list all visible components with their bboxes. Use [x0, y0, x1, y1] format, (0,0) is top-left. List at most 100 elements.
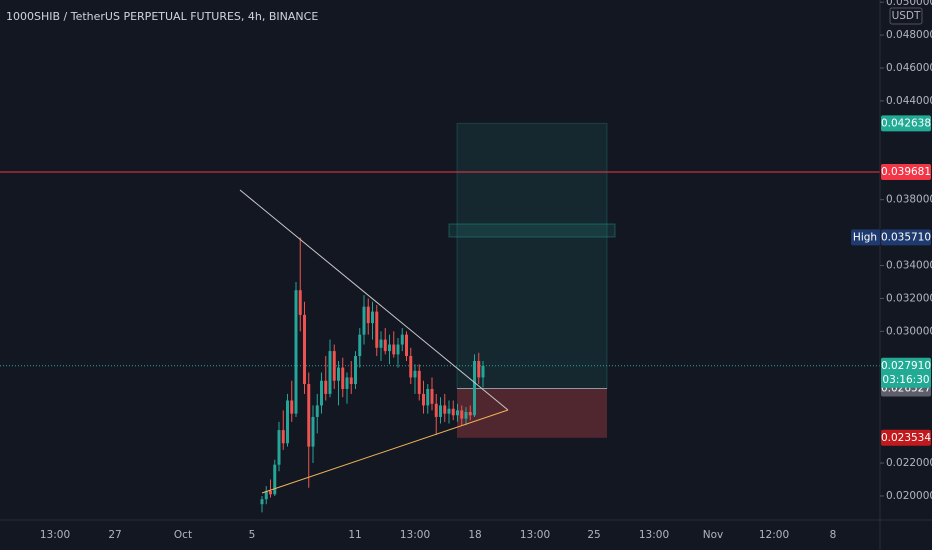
y-tick-label: 0.048000	[886, 29, 932, 41]
x-tick-label: 12:00	[759, 529, 789, 541]
trendline-lower	[261, 409, 509, 494]
candle-body	[426, 388, 430, 406]
candle-body	[264, 491, 268, 500]
candle-body	[396, 344, 400, 355]
candle-body	[320, 380, 323, 406]
candle-body	[456, 410, 459, 416]
candle-body	[464, 412, 468, 419]
candle-body	[481, 365, 485, 378]
trendline-upper	[239, 189, 509, 411]
candle-body	[311, 416, 315, 447]
y-tick-label: 0.034000	[886, 260, 932, 272]
candle-body	[375, 311, 379, 348]
candle-body	[413, 370, 417, 378]
x-tick-label: 13:00	[40, 529, 70, 541]
candle-body	[260, 499, 264, 505]
y-tick-label: 0.050000	[886, 0, 932, 8]
candle-body	[392, 344, 396, 355]
candle-body	[473, 360, 476, 416]
y-tick-label: 0.044000	[886, 95, 932, 107]
candle-body	[315, 405, 319, 417]
candle-body	[366, 306, 370, 324]
zone	[448, 223, 616, 238]
candle-body	[328, 351, 332, 394]
loss-zone	[457, 388, 607, 438]
candle-body	[358, 334, 362, 357]
candle-body	[277, 430, 281, 465]
x-tick-label: 18	[468, 529, 481, 541]
high-tag	[851, 229, 880, 246]
candle-body	[477, 360, 481, 378]
unit-box[interactable]	[889, 7, 923, 25]
last-badge	[881, 357, 931, 388]
countdown: 03:16:30	[882, 374, 929, 386]
candle-body	[379, 339, 383, 348]
candle-body	[468, 412, 472, 416]
high-text: High	[853, 231, 877, 243]
candle-body	[281, 430, 285, 444]
y-tick-label: 0.038000	[886, 194, 932, 206]
x-tick-label: Nov	[703, 529, 724, 541]
x-tick-label: 8	[830, 529, 837, 541]
candle-body	[371, 311, 374, 324]
candle-body	[400, 334, 404, 345]
candle-body	[383, 339, 387, 352]
x-tick-label: 5	[249, 529, 256, 541]
candle-body	[307, 384, 311, 447]
candle-body	[362, 306, 366, 335]
candle-body	[447, 408, 451, 414]
x-tick-label: 13:00	[400, 529, 430, 541]
target-badge	[881, 115, 931, 132]
candle-body	[405, 334, 408, 357]
profit-zone	[456, 122, 608, 390]
alert-badge	[881, 164, 931, 180]
x-tick-label: 25	[587, 529, 600, 541]
candle-body	[269, 491, 272, 495]
chart-title: 1000SHIB / TetherUS PERPETUAL FUTURES, 4…	[6, 10, 318, 23]
candle-body	[286, 400, 289, 444]
y-tick-label: 0.030000	[886, 325, 932, 337]
stop-badge	[881, 429, 931, 446]
plot-area	[0, 122, 880, 513]
candle-body	[303, 314, 306, 385]
candle-body	[341, 367, 345, 389]
y-tick-label: 0.032000	[886, 292, 932, 304]
stop-label: 0.023534	[881, 432, 931, 444]
candle-body	[337, 367, 340, 381]
candle-body	[324, 380, 328, 394]
candle-body	[294, 290, 298, 414]
candle-body	[354, 356, 357, 385]
candle-body	[460, 410, 464, 419]
candle-body	[290, 400, 294, 414]
target-label: 0.042638	[881, 117, 931, 129]
candle-body	[434, 403, 438, 417]
y-tick-label: 0.022000	[886, 457, 932, 469]
x-tick-label: Oct	[174, 529, 192, 541]
last-label: 0.027910	[881, 360, 931, 372]
candle-body	[332, 351, 336, 381]
candle-body	[409, 356, 413, 378]
candle-body	[273, 464, 277, 495]
candle-body	[422, 393, 425, 406]
x-tick-label: 11	[348, 529, 361, 541]
x-tick-label: 13:00	[520, 529, 550, 541]
alert-label: 0.039681	[881, 166, 931, 178]
candle-body	[345, 377, 349, 389]
candle-body	[451, 408, 455, 416]
candle-body	[430, 388, 434, 404]
y-tick-label: 0.046000	[886, 62, 932, 74]
high-badge	[881, 229, 931, 246]
candle-body	[349, 377, 353, 385]
y-tick-label: 0.020000	[886, 490, 932, 502]
x-tick-label: 27	[108, 529, 121, 541]
candle-body	[443, 405, 447, 414]
candle-body	[417, 370, 421, 394]
candle-body	[298, 290, 302, 315]
x-tick-label: 13:00	[639, 529, 669, 541]
candle-body	[388, 344, 391, 352]
candle-body	[439, 405, 442, 417]
unit-label: USDT	[892, 10, 921, 22]
high-label: 0.035710	[881, 231, 931, 243]
